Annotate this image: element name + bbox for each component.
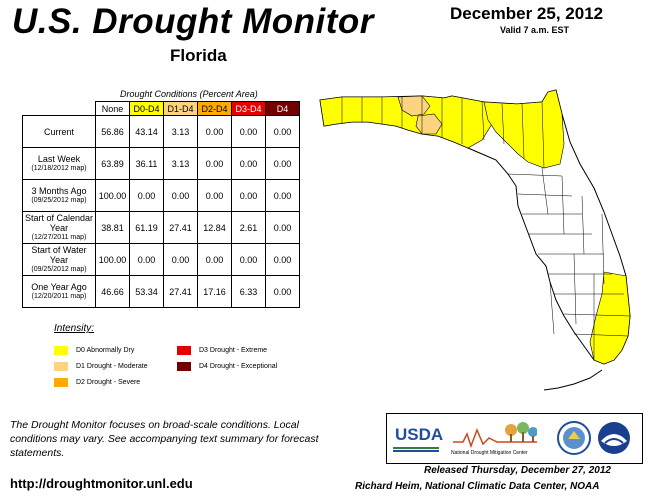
row-label: Current bbox=[22, 115, 96, 148]
disclaimer-note: The Drought Monitor focuses on broad-sca… bbox=[10, 419, 319, 459]
col-d3-d4: D3-D4 bbox=[231, 101, 266, 116]
table-cell: 0.00 bbox=[197, 179, 232, 212]
table-cell: 27.41 bbox=[163, 211, 198, 244]
row-label: Last Week (12/18/2012 map) bbox=[22, 147, 96, 180]
table-cell: 0.00 bbox=[265, 211, 300, 244]
table-cell: 43.14 bbox=[129, 115, 164, 148]
legend-swatch-d1 bbox=[54, 362, 68, 371]
table-cell: 56.86 bbox=[95, 115, 130, 148]
legend-label-d2: D2 Drought - Severe bbox=[76, 379, 141, 386]
table-cell: 0.00 bbox=[197, 243, 232, 276]
legend-title: Intensity: bbox=[54, 323, 95, 334]
table-corner bbox=[23, 102, 96, 116]
legend-item-d1: D1 Drought - Moderate bbox=[54, 362, 148, 371]
row-label: Start of Calendar Year (12/27/2011 map) bbox=[22, 211, 96, 244]
d0-panhandle-area bbox=[319, 95, 493, 149]
d0-southeast-area bbox=[589, 271, 631, 365]
table-cell: 0.00 bbox=[129, 179, 164, 212]
county-lines bbox=[341, 96, 631, 360]
col-d0-d4: D0-D4 bbox=[129, 101, 164, 116]
author-credit: Richard Heim, National Climatic Data Cen… bbox=[355, 481, 600, 492]
table-cell: 0.00 bbox=[129, 243, 164, 276]
table-cell: 0.00 bbox=[231, 179, 266, 212]
table-cell: 17.16 bbox=[197, 275, 232, 308]
table-cell: 0.00 bbox=[265, 275, 300, 308]
table-row: Current 56.86 43.14 3.13 0.00 0.00 0.00 bbox=[22, 115, 300, 148]
release-date: Released Thursday, December 27, 2012 bbox=[424, 465, 611, 476]
doc-seal-icon bbox=[557, 421, 591, 455]
legend-item-d4: D4 Drought - Exceptional bbox=[177, 362, 277, 371]
table-cell: 0.00 bbox=[231, 115, 266, 148]
legend-item-d0: D0 Abnormally Dry bbox=[54, 346, 134, 355]
col-none: None bbox=[95, 101, 130, 116]
table-row: 3 Months Ago (09/25/2012 map) 100.00 0.00… bbox=[22, 179, 300, 212]
legend-item-d2: D2 Drought - Severe bbox=[54, 378, 140, 387]
table-cell: 61.19 bbox=[129, 211, 164, 244]
florida-drought-map bbox=[319, 89, 631, 391]
florida-keys bbox=[543, 369, 603, 391]
col-d4: D4 bbox=[265, 101, 300, 116]
usda-underline bbox=[393, 447, 439, 452]
table-cell: 0.00 bbox=[265, 147, 300, 180]
ndmc-logo-text: National Drought Mitigation Center bbox=[451, 450, 528, 456]
website-link[interactable]: http://droughtmonitor.unl.edu bbox=[10, 476, 193, 491]
col-d2-d4: D2-D4 bbox=[197, 101, 232, 116]
table-cell: 63.89 bbox=[95, 147, 130, 180]
table-cell: 3.13 bbox=[163, 147, 198, 180]
noaa-logo-icon bbox=[598, 422, 630, 454]
legend-label-d4: D4 Drought - Exceptional bbox=[199, 363, 278, 370]
d1-bigbend-area bbox=[415, 113, 443, 135]
table-caption: Drought Conditions (Percent Area) bbox=[120, 89, 258, 99]
legend-swatch-d0 bbox=[54, 346, 68, 355]
table-row: Start of Calendar Year (12/27/2011 map) 3… bbox=[22, 211, 300, 244]
table-cell: 0.00 bbox=[197, 115, 232, 148]
table-cell: 2.61 bbox=[231, 211, 266, 244]
table-cell: 100.00 bbox=[95, 243, 130, 276]
table-cell: 0.00 bbox=[163, 179, 198, 212]
row-label: One Year Ago (12/20/2011 map) bbox=[22, 275, 96, 308]
table-row: Start of Water Year (09/25/2012 map) 100.… bbox=[22, 243, 300, 276]
valid-time: Valid 7 a.m. EST bbox=[500, 25, 570, 35]
row-label: Start of Water Year (09/25/2012 map) bbox=[22, 243, 96, 276]
table-cell: 38.81 bbox=[95, 211, 130, 244]
table-cell: 3.13 bbox=[163, 115, 198, 148]
table-cell: 0.00 bbox=[231, 147, 266, 180]
legend-item-d3: D3 Drought - Extreme bbox=[177, 346, 267, 355]
d0-northeast-area bbox=[483, 89, 565, 169]
table-cell: 0.00 bbox=[197, 147, 232, 180]
table-cell: 0.00 bbox=[265, 243, 300, 276]
map-date: December 25, 2012 bbox=[450, 4, 604, 23]
usda-logo: USDA bbox=[395, 425, 444, 444]
legend-label-d3: D3 Drought - Extreme bbox=[199, 347, 268, 354]
table-row: Last Week (12/18/2012 map) 63.89 36.11 3.… bbox=[22, 147, 300, 180]
col-d1-d4: D1-D4 bbox=[163, 101, 198, 116]
table-header-row: None D0-D4 D1-D4 D2-D4 D3-D4 D4 bbox=[23, 101, 300, 116]
region-name: Florida bbox=[170, 46, 227, 65]
legend-swatch-d3 bbox=[177, 346, 191, 355]
legend-swatch-d2 bbox=[54, 378, 68, 387]
ndmc-logo-icon bbox=[453, 422, 537, 449]
table-cell: 36.11 bbox=[129, 147, 164, 180]
legend-label-d1: D1 Drought - Moderate bbox=[76, 363, 148, 370]
drought-conditions-table: None D0-D4 D1-D4 D2-D4 D3-D4 D4 Current … bbox=[22, 101, 300, 308]
table-cell: 53.34 bbox=[129, 275, 164, 308]
partner-logos: USDA National Drought Mitigation Center bbox=[386, 413, 643, 464]
table-cell: 100.00 bbox=[95, 179, 130, 212]
page-title: U.S. Drought Monitor bbox=[12, 2, 374, 41]
row-label: 3 Months Ago (09/25/2012 map) bbox=[22, 179, 96, 212]
table-cell: 12.84 bbox=[197, 211, 232, 244]
table-row: One Year Ago (12/20/2011 map) 46.66 53.34… bbox=[22, 275, 300, 308]
table-cell: 46.66 bbox=[95, 275, 130, 308]
table-cell: 0.00 bbox=[265, 179, 300, 212]
table-cell: 0.00 bbox=[163, 243, 198, 276]
legend-swatch-d4 bbox=[177, 362, 191, 371]
table-cell: 6.33 bbox=[231, 275, 266, 308]
table-cell: 27.41 bbox=[163, 275, 198, 308]
legend-label-d0: D0 Abnormally Dry bbox=[76, 347, 135, 354]
table-cell: 0.00 bbox=[231, 243, 266, 276]
table-cell: 0.00 bbox=[265, 115, 300, 148]
